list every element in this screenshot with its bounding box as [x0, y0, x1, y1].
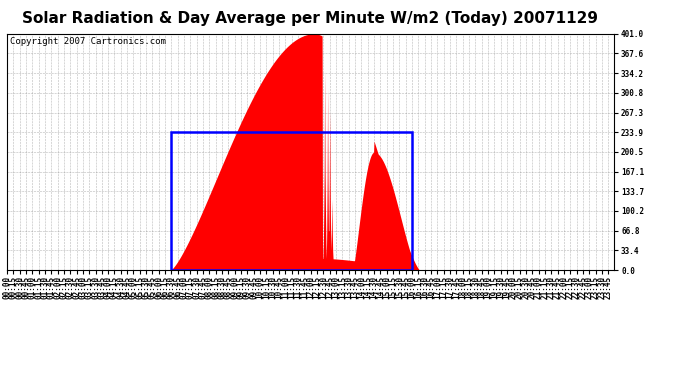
Text: Solar Radiation & Day Average per Minute W/m2 (Today) 20071129: Solar Radiation & Day Average per Minute… — [23, 11, 598, 26]
Bar — [170, 132, 412, 270]
Text: Copyright 2007 Cartronics.com: Copyright 2007 Cartronics.com — [10, 37, 166, 46]
